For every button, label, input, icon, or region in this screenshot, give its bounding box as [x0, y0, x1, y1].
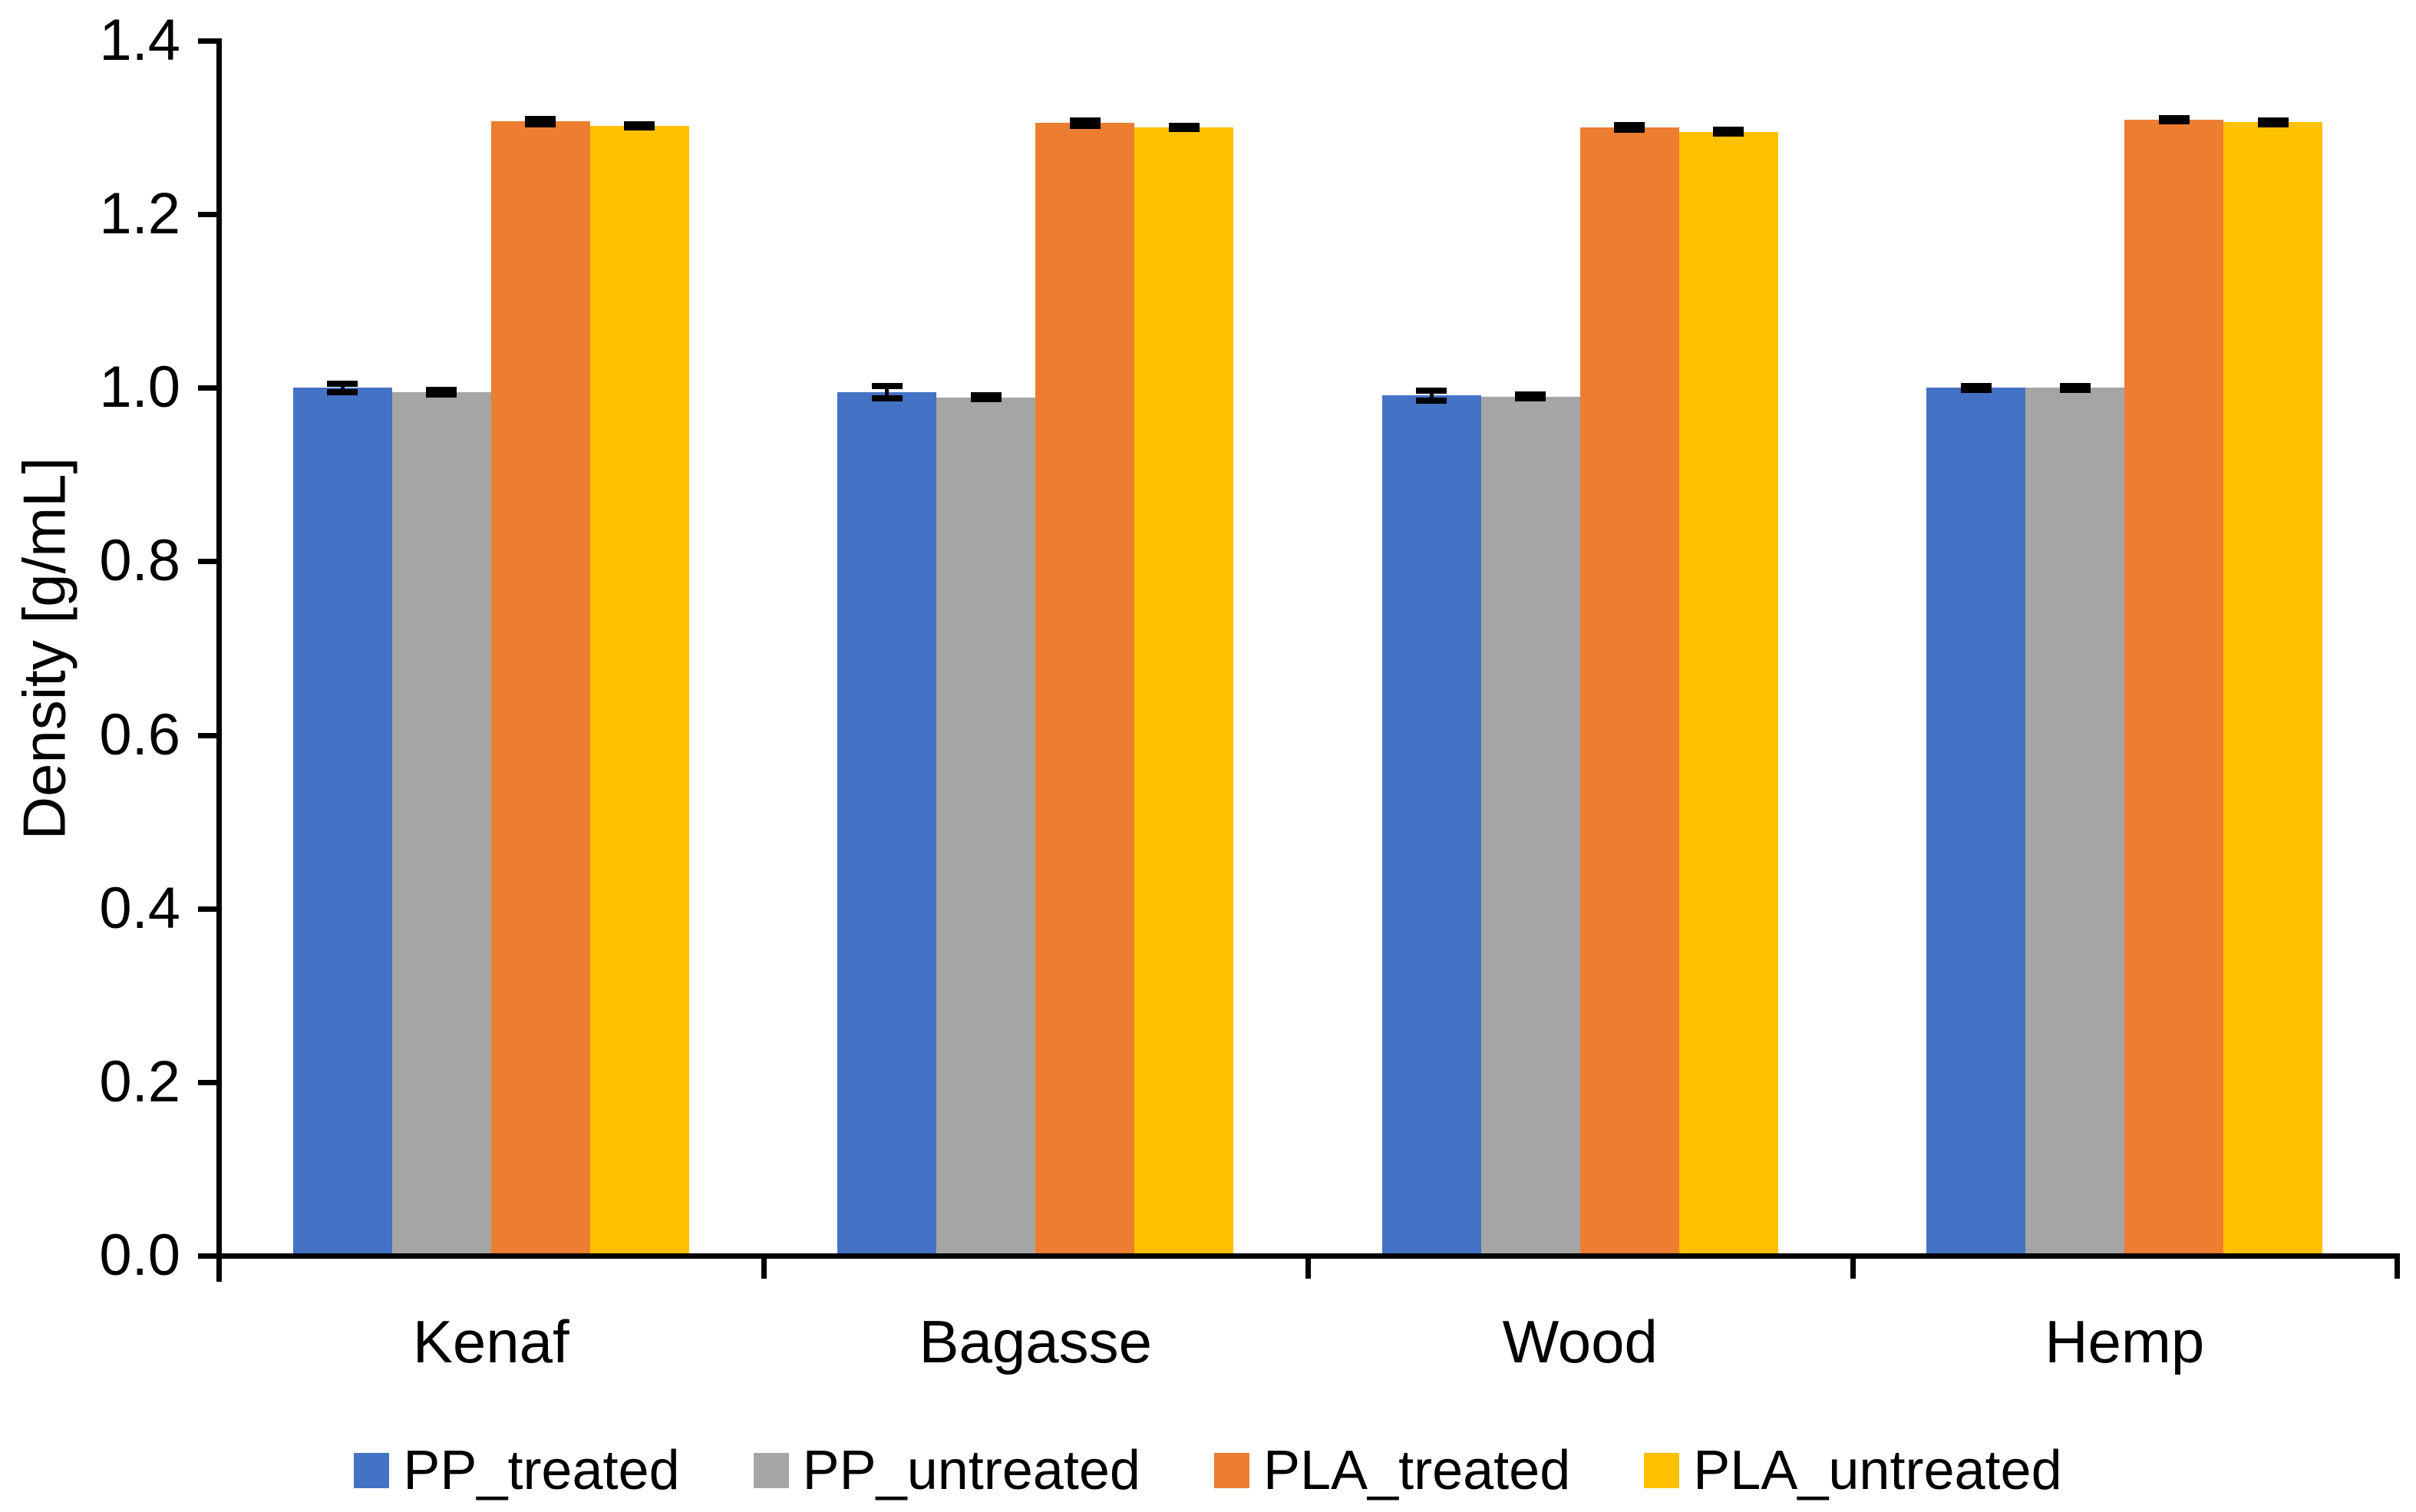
y-tick-label: 0.4 [99, 875, 180, 941]
error-bar-cap-top [871, 383, 903, 390]
legend-item: PLA_untreated [1644, 1440, 2062, 1501]
error-bar-cap-top [1168, 122, 1200, 129]
error-bar-cap-top [970, 392, 1002, 399]
x-axis-line [216, 1253, 2400, 1259]
y-tick-label: 1.4 [99, 8, 180, 73]
error-bar-cap-bottom [1960, 386, 1992, 393]
x-tick [761, 1256, 767, 1279]
bar [292, 388, 392, 1256]
x-tick [2395, 1256, 2400, 1279]
legend-swatch-icon [354, 1453, 390, 1488]
category-label: Kenaf [412, 1308, 569, 1375]
y-tick-label: 0.2 [99, 1048, 180, 1114]
error-bar-cap-bottom [871, 395, 903, 401]
bar [1579, 127, 1679, 1256]
legend-swatch-icon [1213, 1453, 1249, 1488]
error-bar-cap-top [2059, 383, 2091, 390]
category-label: Wood [1502, 1308, 1658, 1375]
category-label: Bagasse [919, 1308, 1153, 1375]
error-bar-cap-bottom [2257, 120, 2289, 127]
error-bar-cap-top [1960, 383, 1992, 390]
bar [1480, 396, 1580, 1256]
error-bar-whisker [340, 383, 345, 392]
y-tick [198, 906, 219, 912]
x-tick [1850, 1256, 1856, 1279]
y-axis-line [216, 38, 222, 1282]
y-tick [198, 1079, 219, 1085]
legend-item: PP_untreated [753, 1440, 1140, 1501]
bar [2223, 122, 2323, 1256]
y-tick-label: 1.0 [99, 355, 180, 421]
y-tick [198, 212, 219, 218]
y-tick-label: 1.2 [99, 181, 180, 247]
error-bar-cap-bottom [624, 124, 655, 131]
legend-item: PP_treated [354, 1440, 680, 1501]
error-bar-cap-top [1614, 121, 1645, 128]
bar [1134, 127, 1234, 1256]
y-tick [198, 732, 219, 738]
bar [936, 397, 1036, 1256]
bar [1926, 388, 2026, 1256]
error-bar-cap-bottom [1168, 126, 1200, 133]
error-bar-cap-bottom [970, 395, 1002, 402]
y-tick [198, 1253, 219, 1259]
x-tick [216, 1256, 222, 1279]
y-tick-label: 0.6 [99, 702, 180, 768]
error-bar-cap-bottom [2059, 386, 2091, 393]
y-tick-label: 0.0 [99, 1223, 180, 1288]
bar [1035, 123, 1135, 1256]
error-bar-cap-bottom [1069, 122, 1101, 129]
legend-label: PP_treated [403, 1440, 680, 1501]
legend-label: PLA_treated [1262, 1440, 1571, 1501]
legend-item: PLA_treated [1213, 1440, 1571, 1501]
error-bar-cap-top [2257, 117, 2289, 124]
bar [589, 125, 689, 1256]
y-tick [198, 559, 219, 565]
error-bar-cap-bottom [2158, 118, 2190, 125]
error-bar-cap-bottom [525, 120, 556, 127]
x-tick [1305, 1256, 1311, 1279]
error-bar-cap-top [1069, 117, 1101, 124]
error-bar-cap-bottom [1416, 398, 1447, 404]
error-bar-cap-bottom [327, 388, 358, 395]
legend-swatch-icon [753, 1453, 789, 1488]
y-tick-label: 0.8 [99, 528, 180, 594]
error-bar-cap-top [525, 115, 556, 122]
error-bar-whisker [885, 386, 889, 398]
error-bar-cap-bottom [426, 391, 457, 398]
error-bar-cap-bottom [1614, 127, 1645, 134]
error-bar-cap-top [1416, 387, 1447, 394]
legend: PP_treated PP_untreated PLA_treated PLA_unt… [0, 1440, 2416, 1501]
bar [2124, 119, 2224, 1256]
error-bar-cap-top [1515, 391, 1546, 398]
legend-swatch-icon [1644, 1453, 1680, 1488]
legend-label: PLA_untreated [1693, 1440, 2062, 1501]
y-tick [198, 38, 219, 44]
bar [490, 121, 590, 1256]
error-bar-cap-top [2158, 114, 2190, 121]
bar [1678, 131, 1778, 1256]
error-bar-cap-bottom [1515, 395, 1546, 401]
error-bar-cap-top [624, 120, 655, 127]
bar [2025, 388, 2125, 1256]
error-bar-cap-bottom [1713, 130, 1744, 137]
legend-label: PP_untreated [802, 1440, 1140, 1501]
bar [837, 391, 937, 1256]
bar [391, 391, 491, 1256]
error-bar-cap-top [327, 380, 358, 387]
error-bar-whisker [1429, 390, 1434, 401]
y-tick [198, 385, 219, 391]
error-bar-cap-top [426, 386, 457, 393]
category-label: Hemp [2045, 1308, 2205, 1375]
bar [1381, 395, 1481, 1256]
error-bar-cap-top [1713, 127, 1744, 134]
